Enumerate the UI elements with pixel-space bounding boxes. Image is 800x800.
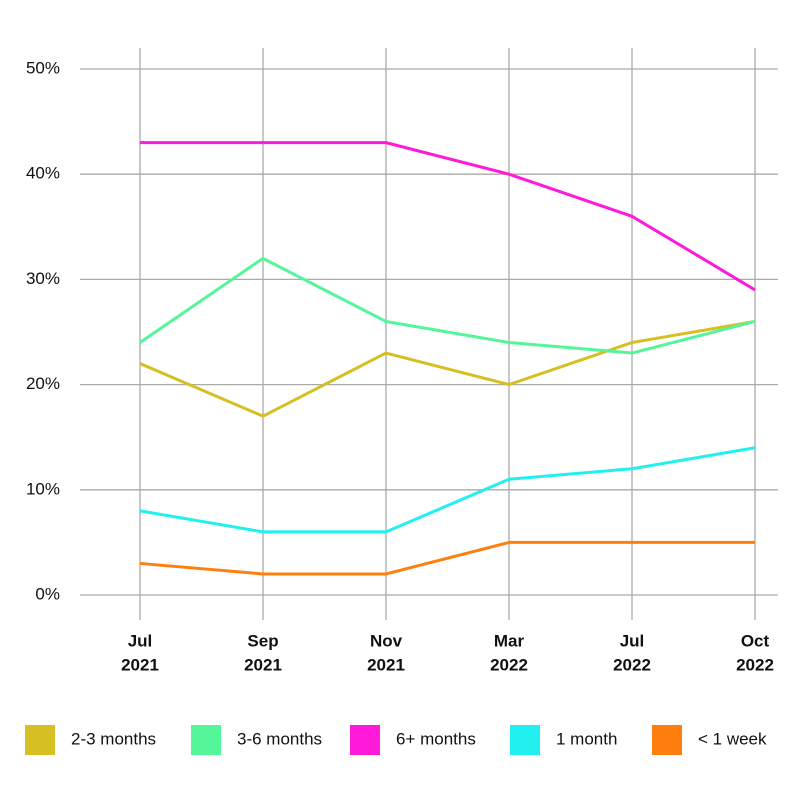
legend-swatch <box>510 725 540 755</box>
legend-label: 6+ months <box>396 729 476 748</box>
series-line <box>140 141 756 292</box>
legend-swatch <box>191 725 221 755</box>
x-tick-label: 2022 <box>736 655 774 674</box>
x-tick-label: 2022 <box>490 655 528 674</box>
x-tick-label: Nov <box>370 631 403 650</box>
series-line <box>139 446 756 534</box>
legend-swatch <box>350 725 380 755</box>
x-tick-label: Sep <box>247 631 278 650</box>
x-tick-label: 2022 <box>613 655 651 674</box>
legend-swatch <box>25 725 55 755</box>
series-line <box>139 320 756 418</box>
x-tick-label: Mar <box>494 631 525 650</box>
x-tick-label: Oct <box>741 631 770 650</box>
y-tick-label: 0% <box>35 584 60 603</box>
legend-label: 2-3 months <box>71 729 156 748</box>
x-tick-label: 2021 <box>244 655 282 674</box>
x-tick-label: Jul <box>620 631 645 650</box>
legend-label: 3-6 months <box>237 729 322 748</box>
x-tick-label: 2021 <box>121 655 159 674</box>
y-tick-label: 50% <box>26 58 60 77</box>
series-line <box>139 540 755 576</box>
y-tick-label: 30% <box>26 269 60 288</box>
y-tick-label: 20% <box>26 374 60 393</box>
series-line <box>139 256 756 355</box>
x-tick-label: Jul <box>128 631 153 650</box>
legend-label: 1 month <box>556 729 617 748</box>
legend-swatch <box>652 725 682 755</box>
y-tick-label: 40% <box>26 164 60 183</box>
legend-label: < 1 week <box>698 729 767 748</box>
y-tick-label: 10% <box>26 479 60 498</box>
x-tick-label: 2021 <box>367 655 405 674</box>
